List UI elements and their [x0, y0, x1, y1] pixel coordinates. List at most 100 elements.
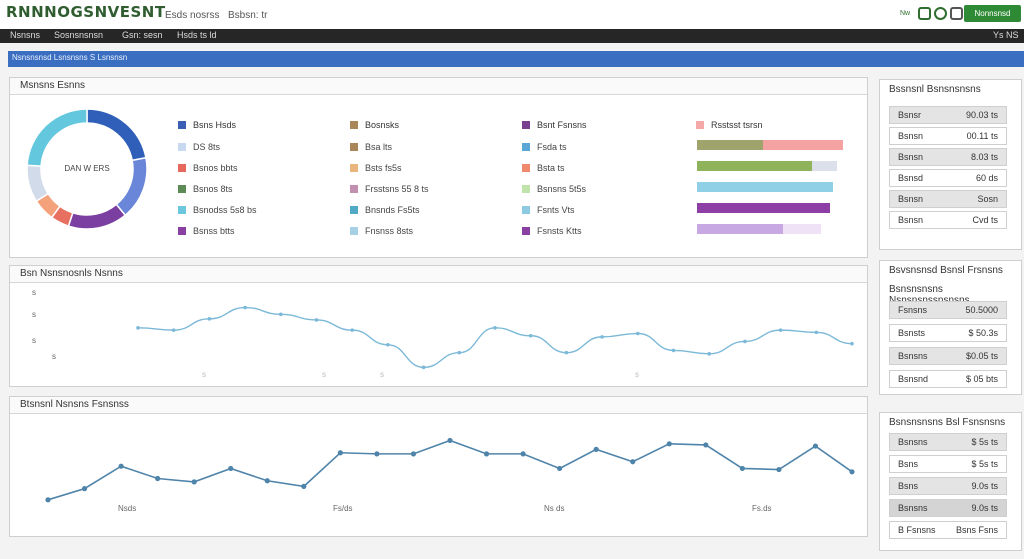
donut-slice[interactable] — [26, 108, 88, 167]
data-point[interactable] — [350, 328, 354, 332]
data-point[interactable] — [707, 352, 711, 356]
legend-item[interactable]: Fsda ts — [522, 142, 567, 152]
header-action-button[interactable]: Nonnsnsd — [964, 5, 1021, 22]
stat-row: Bsnsd 60 ds — [889, 169, 1007, 187]
nav-item-1[interactable]: Nsnsns — [10, 30, 41, 40]
legend-item[interactable]: Bsnsns 5t5s — [522, 184, 586, 194]
legend-item-label: Bsnos bbts — [193, 163, 238, 173]
data-point[interactable] — [264, 478, 270, 484]
data-point[interactable] — [776, 466, 782, 473]
grid-icon[interactable] — [950, 7, 963, 20]
nav-item-4[interactable]: Hsds ts ld — [177, 30, 217, 40]
data-point[interactable] — [171, 328, 176, 332]
status-icon[interactable] — [918, 7, 931, 20]
line-panel-2-title: Btsnsnl Nsnsns Fsnsnss — [10, 397, 867, 414]
stat-row: Bsnsns $0.05 ts — [889, 347, 1007, 365]
legend-item[interactable]: Bsta ts — [522, 163, 565, 173]
side-panel-2: Bsvsnsnsd Bsnsl Frsnsns Bsnsnsnsns Nsnsn… — [879, 260, 1022, 395]
refresh-icon[interactable] — [934, 7, 947, 20]
x-tick-label: Fs.ds — [752, 504, 772, 513]
data-point[interactable] — [600, 335, 604, 339]
line-chart-2 — [45, 437, 855, 503]
donut-slice[interactable] — [86, 108, 147, 162]
legend-item[interactable]: Bsa lts — [350, 142, 392, 152]
donut-slice[interactable] — [26, 164, 50, 203]
data-point[interactable] — [457, 350, 462, 355]
legend-item[interactable]: Bsnss btts — [178, 226, 235, 236]
header-link-1[interactable]: Esds nosrss — [165, 10, 220, 21]
side-panel-2-title: Bsvsnsnsd Bsnsl Frsnsns — [889, 265, 1003, 276]
legend-item[interactable]: Bnsnds Fs5ts — [350, 205, 420, 215]
data-point[interactable] — [743, 339, 747, 344]
legend-item[interactable]: DS 8ts — [178, 142, 220, 152]
stat-value: Sosn — [977, 194, 998, 204]
data-point[interactable] — [243, 305, 247, 310]
legend-item[interactable]: Fsnts Vts — [522, 205, 575, 215]
data-point[interactable] — [118, 463, 124, 469]
data-point[interactable] — [155, 475, 161, 482]
donut-slice[interactable] — [67, 203, 127, 230]
data-point[interactable] — [191, 479, 197, 485]
app-logo[interactable]: RNNNOGSNVESNT — [6, 3, 166, 21]
x-tick-label: Fs/ds — [333, 504, 353, 513]
legend-swatch — [522, 227, 530, 235]
nav-item-3[interactable]: Gsn: sesn — [122, 30, 163, 40]
data-point[interactable] — [593, 446, 599, 452]
data-point[interactable] — [45, 497, 51, 503]
legend-item[interactable]: Fsnsts Ktts — [522, 226, 582, 236]
data-point[interactable] — [814, 330, 819, 335]
legend-item[interactable]: Fnsnss 8sts — [350, 226, 413, 236]
stat-row: Bsnsns 9.0s ts — [889, 499, 1007, 517]
data-point[interactable] — [447, 437, 453, 444]
bar-segment[interactable] — [697, 224, 784, 234]
data-point[interactable] — [493, 326, 497, 330]
data-point[interactable] — [337, 450, 343, 456]
data-point[interactable] — [520, 451, 526, 457]
data-point[interactable] — [812, 443, 819, 449]
data-point[interactable] — [666, 441, 672, 447]
data-point[interactable] — [636, 331, 640, 336]
nav-item-2[interactable]: Sosnsnsnsn — [54, 30, 104, 40]
data-point[interactable] — [739, 465, 745, 472]
stat-label: Bsns — [898, 459, 919, 469]
legend-item[interactable]: Bsnodss 5s8 bs — [178, 205, 257, 215]
data-point[interactable] — [483, 451, 490, 457]
bar-segment[interactable] — [697, 203, 830, 213]
data-point[interactable] — [703, 442, 709, 448]
bar-segment[interactable] — [812, 161, 838, 171]
legend-item[interactable]: Bsts fs5s — [350, 163, 402, 173]
header-link-2[interactable]: Bsbsn: tr — [228, 10, 268, 21]
data-point[interactable] — [630, 459, 636, 465]
stat-label: Bsnsn — [898, 152, 924, 162]
data-point[interactable] — [778, 328, 783, 332]
bar-segment[interactable] — [697, 182, 833, 192]
data-point[interactable] — [81, 486, 88, 492]
data-point[interactable] — [301, 483, 307, 489]
legend-item[interactable]: Bsnos bbts — [178, 163, 238, 173]
data-point[interactable] — [279, 312, 283, 317]
legend-item[interactable]: Frsstsns 55 8 ts — [350, 184, 429, 194]
bar-segment[interactable] — [762, 140, 843, 150]
data-point[interactable] — [314, 318, 319, 322]
data-point[interactable] — [228, 465, 234, 472]
nav-right-label[interactable]: Ys NS — [993, 30, 1019, 40]
data-point[interactable] — [849, 469, 855, 475]
data-point[interactable] — [410, 451, 417, 457]
data-point[interactable] — [557, 465, 563, 472]
donut-slice[interactable] — [115, 156, 148, 217]
data-point[interactable] — [564, 350, 569, 355]
data-point[interactable] — [136, 326, 140, 330]
bar-segment[interactable] — [697, 161, 813, 171]
data-point[interactable] — [386, 342, 390, 347]
line-panel-2: Btsnsnl Nsnsns Fsnsnss Nsds Fs/ds Ns ds … — [9, 396, 868, 537]
bar-segment[interactable] — [697, 140, 763, 150]
data-point[interactable] — [528, 333, 533, 338]
data-point[interactable] — [850, 341, 854, 346]
legend-item[interactable]: Bsnos 8ts — [178, 184, 233, 194]
stat-label: Bsnsn — [898, 194, 924, 204]
data-point[interactable] — [671, 348, 676, 353]
bar-segment[interactable] — [783, 224, 822, 234]
data-point[interactable] — [207, 317, 212, 321]
data-point[interactable] — [374, 451, 380, 457]
data-point[interactable] — [421, 365, 426, 370]
